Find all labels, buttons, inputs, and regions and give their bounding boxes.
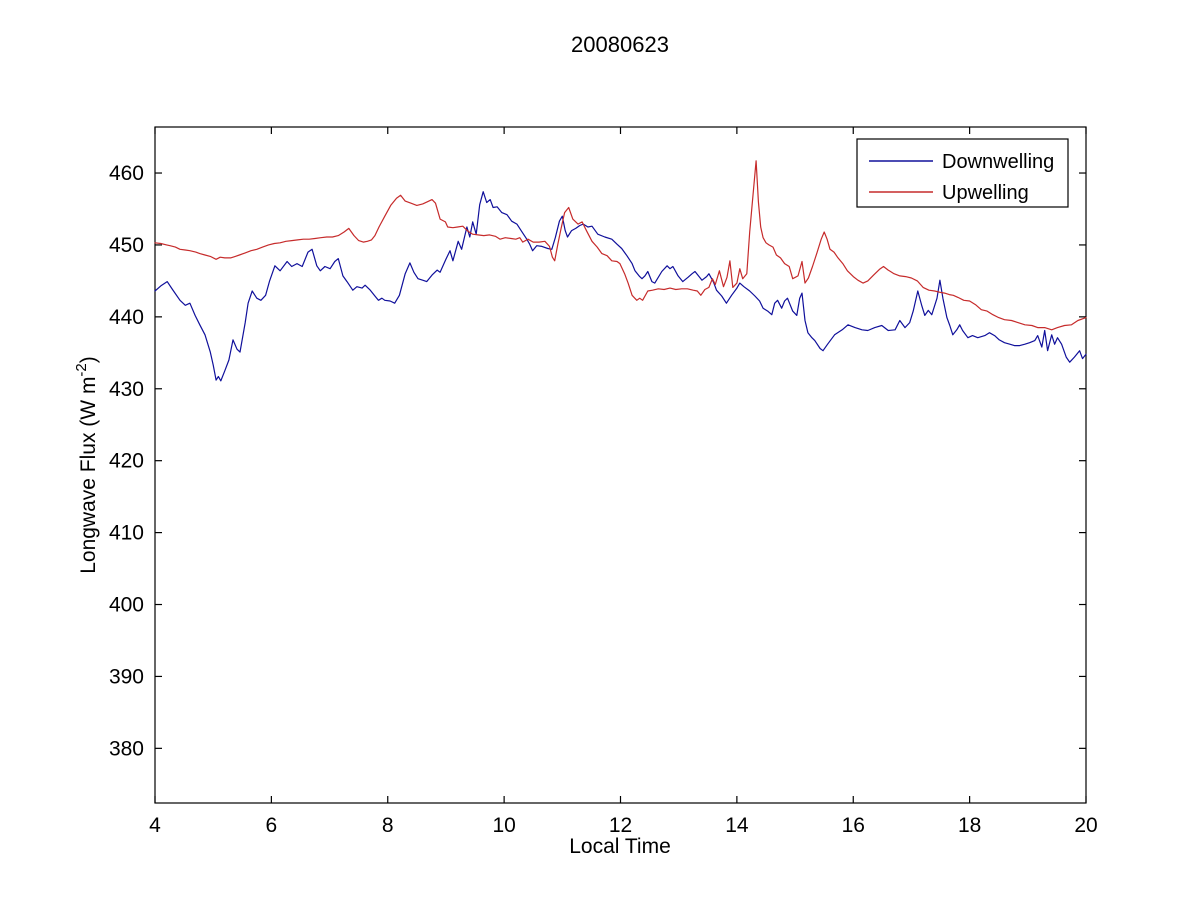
x-tick-label: 20: [1074, 814, 1097, 837]
x-tick-label: 16: [842, 814, 865, 837]
legend-label-upwelling: Upwelling: [942, 182, 1029, 204]
y-tick-label: 390: [109, 665, 144, 688]
plot-box: [154, 126, 1087, 804]
y-tick-label: 440: [109, 306, 144, 329]
y-tick-label: 430: [109, 378, 144, 401]
y-tick-label: 380: [109, 737, 144, 760]
y-axis-label: Longwave Flux (W m-2): [73, 356, 100, 574]
axis-tick-labels: 4 6 8 10 12 14 16 18 20 380 390 400 410 420 430 440 450 4…: [109, 162, 1098, 837]
x-tick-label: 10: [492, 814, 515, 837]
y-tick-label: 460: [109, 162, 144, 185]
x-tick-label: 14: [725, 814, 749, 837]
chart-title: 20080623: [571, 32, 669, 57]
axis-ticks: [154, 127, 1087, 803]
legend: Downwelling Upwelling: [856, 138, 1069, 208]
y-tick-label: 400: [109, 594, 144, 617]
x-axis-label: Local Time: [569, 835, 671, 858]
x-tick-label: 12: [609, 814, 632, 837]
y-tick-label: 410: [109, 522, 144, 545]
y-tick-label: 420: [109, 450, 144, 473]
x-tick-label: 6: [266, 814, 278, 837]
x-tick-label: 18: [958, 814, 981, 837]
data-series: [154, 160, 1087, 382]
legend-box: [856, 138, 1069, 208]
series-line-downwelling: [154, 191, 1087, 382]
legend-label-downwelling: Downwelling: [942, 151, 1054, 173]
series-line-upwelling: [154, 160, 1087, 331]
x-tick-label: 8: [382, 814, 394, 837]
x-tick-label: 4: [149, 814, 161, 837]
y-tick-label: 450: [109, 234, 144, 257]
